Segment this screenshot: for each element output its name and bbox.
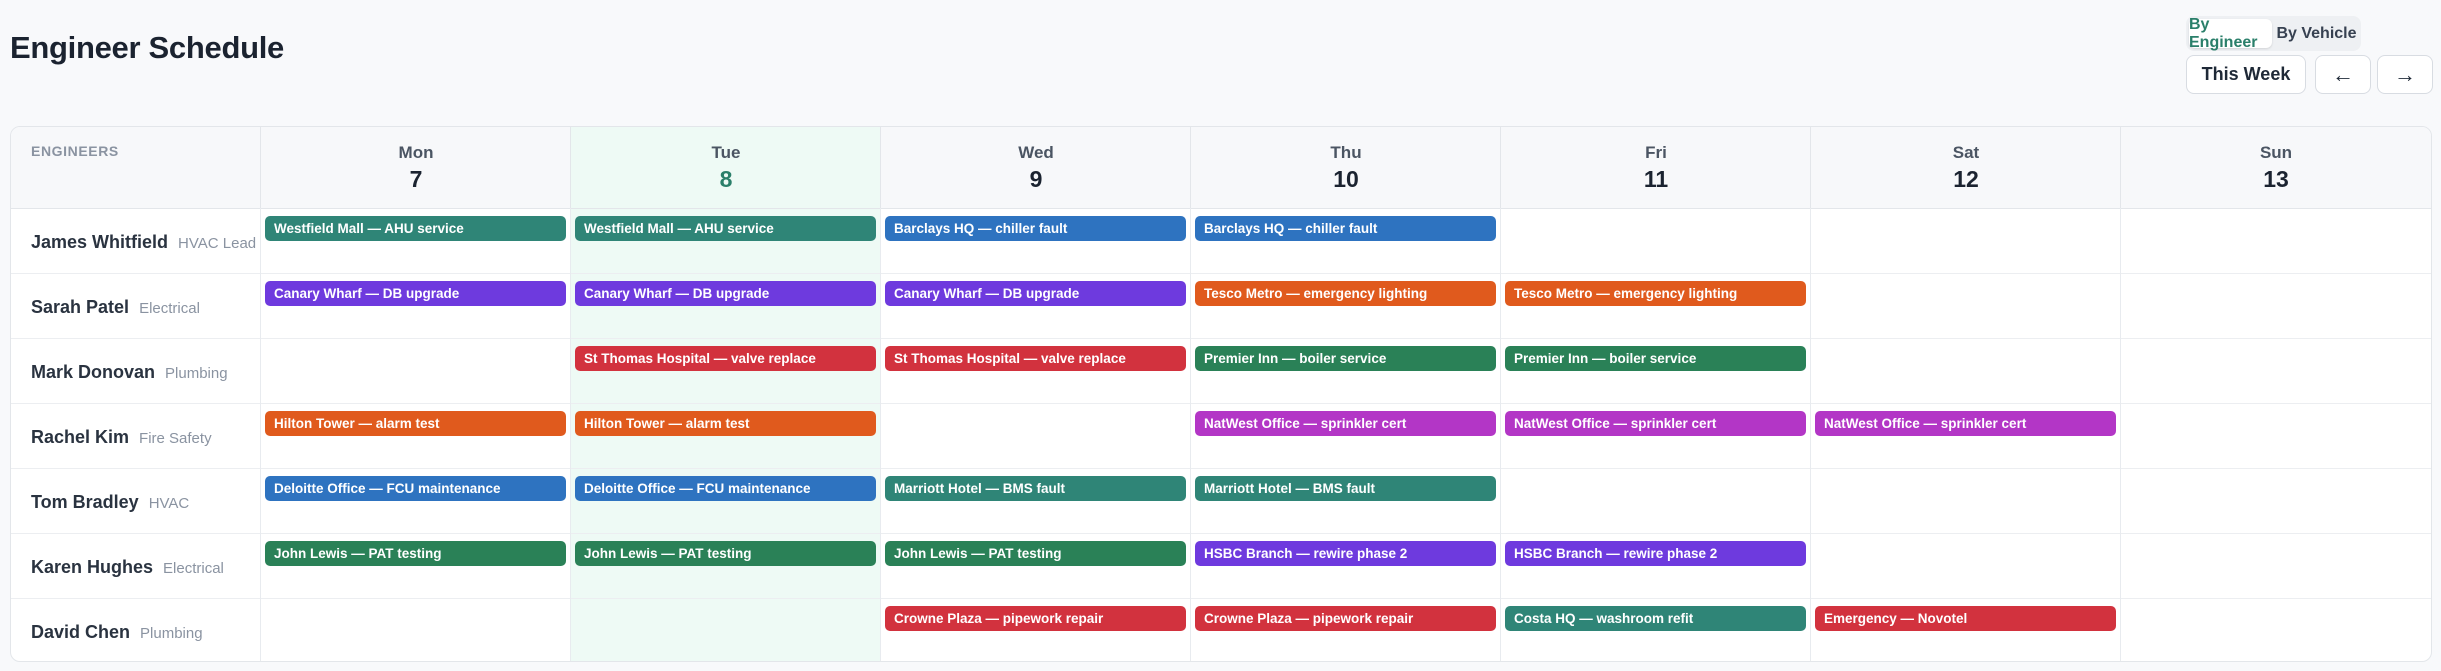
- job-block[interactable]: John Lewis — PAT testing: [885, 541, 1186, 566]
- job-block[interactable]: St Thomas Hospital — valve replace: [575, 346, 876, 371]
- engineer-role: Electrical: [163, 560, 224, 577]
- engineers-column-header: ENGINEERS: [31, 143, 119, 159]
- job-block[interactable]: Canary Wharf — DB upgrade: [885, 281, 1186, 306]
- engineer-name: Mark Donovan: [31, 362, 156, 382]
- next-week-button[interactable]: →: [2377, 55, 2433, 94]
- job-block[interactable]: Canary Wharf — DB upgrade: [575, 281, 876, 306]
- job-block[interactable]: Tesco Metro — emergency lighting: [1195, 281, 1496, 306]
- job-block[interactable]: Marriott Hotel — BMS fault: [885, 476, 1186, 501]
- engineer-name: Karen Hughes: [31, 557, 154, 577]
- job-block[interactable]: Crowne Plaza — pipework repair: [885, 606, 1186, 631]
- day-name: Fri: [1645, 143, 1667, 162]
- engineer-label: Mark Donovan Plumbing: [31, 362, 228, 383]
- this-week-button[interactable]: This Week: [2186, 55, 2306, 94]
- job-block[interactable]: Costa HQ — washroom refit: [1505, 606, 1806, 631]
- column-divider: [1190, 208, 1191, 661]
- engineer-name: Tom Bradley: [31, 492, 139, 512]
- engineer-row: Sarah Patel Electrical Canary Wharf — DB u…: [11, 273, 2431, 339]
- engineer-row: Tom Bradley HVAC Deloitte Office — FCU mai…: [11, 468, 2431, 534]
- engineer-role: Plumbing: [165, 365, 228, 382]
- job-block[interactable]: Premier Inn — boiler service: [1195, 346, 1496, 371]
- engineer-row: Karen Hughes Electrical John Lewis — PAT t…: [11, 533, 2431, 599]
- column-divider: [1810, 208, 1811, 661]
- engineer-role: HVAC: [148, 495, 190, 512]
- engineer-row: Mark Donovan Plumbing St Thomas Hospital —…: [11, 338, 2431, 404]
- engineer-label: Rachel Kim Fire Safety: [31, 427, 212, 448]
- job-block[interactable]: Hilton Tower — alarm test: [575, 411, 876, 436]
- column-divider: [260, 208, 261, 661]
- job-block[interactable]: HSBC Branch — rewire phase 2: [1195, 541, 1496, 566]
- job-block[interactable]: Westfield Mall — AHU service: [265, 216, 566, 241]
- day-date: 12: [1953, 166, 1979, 192]
- engineer-name: Rachel Kim: [31, 427, 130, 447]
- engineer-role: Fire Safety: [139, 430, 212, 447]
- engineer-name: David Chen: [31, 622, 131, 642]
- job-block[interactable]: NatWest Office — sprinkler cert: [1505, 411, 1806, 436]
- job-block[interactable]: NatWest Office — sprinkler cert: [1815, 411, 2116, 436]
- job-block[interactable]: Marriott Hotel — BMS fault: [1195, 476, 1496, 501]
- day-header-mon: Mon 7: [260, 127, 571, 208]
- job-block[interactable]: Canary Wharf — DB upgrade: [265, 281, 566, 306]
- job-block[interactable]: Barclays HQ — chiller fault: [885, 216, 1186, 241]
- view-toggle: By Engineer By Vehicle: [2186, 16, 2361, 51]
- job-block[interactable]: Deloitte Office — FCU maintenance: [265, 476, 566, 501]
- day-header-sat: Sat 12: [1810, 127, 2121, 208]
- day-name: Sat: [1952, 143, 1980, 162]
- day-name: Wed: [1018, 143, 1054, 162]
- previous-week-button[interactable]: ←: [2315, 55, 2371, 94]
- column-divider: [880, 208, 881, 661]
- engineer-label: James Whitfield HVAC Lead: [31, 232, 256, 253]
- engineer-label: Karen Hughes Electrical: [31, 557, 224, 578]
- by-vehicle-tab[interactable]: By Vehicle: [2276, 24, 2357, 42]
- job-block[interactable]: HSBC Branch — rewire phase 2: [1505, 541, 1806, 566]
- page-title: Engineer Schedule: [10, 30, 284, 65]
- engineer-name: Sarah Patel: [31, 297, 130, 317]
- job-block[interactable]: Deloitte Office — FCU maintenance: [575, 476, 876, 501]
- day-date: 7: [409, 166, 423, 192]
- day-date: 8: [719, 166, 733, 192]
- day-header-tue: Tue 8: [570, 127, 881, 208]
- engineer-row: David Chen Plumbing Crowne Plaza — pipewor…: [11, 598, 2431, 661]
- arrow-left-icon: ←: [2332, 61, 2354, 87]
- day-date: 13: [2263, 166, 2289, 192]
- job-block[interactable]: Westfield Mall — AHU service: [575, 216, 876, 241]
- day-name: Thu: [1330, 143, 1362, 162]
- job-block[interactable]: Tesco Metro — emergency lighting: [1505, 281, 1806, 306]
- engineer-label: Sarah Patel Electrical: [31, 297, 200, 318]
- job-block[interactable]: Premier Inn — boiler service: [1505, 346, 1806, 371]
- job-block[interactable]: John Lewis — PAT testing: [575, 541, 876, 566]
- day-header-thu: Thu 10: [1190, 127, 1501, 208]
- day-date: 9: [1029, 166, 1043, 192]
- day-name: Tue: [711, 143, 741, 162]
- day-name: Mon: [398, 143, 434, 162]
- job-block[interactable]: Crowne Plaza — pipework repair: [1195, 606, 1496, 631]
- by-engineer-tab[interactable]: By Engineer: [2189, 16, 2272, 51]
- job-block[interactable]: Hilton Tower — alarm test: [265, 411, 566, 436]
- engineer-role: HVAC Lead: [178, 235, 257, 252]
- day-header-wed: Wed 9: [880, 127, 1191, 208]
- job-block[interactable]: NatWest Office — sprinkler cert: [1195, 411, 1496, 436]
- column-divider: [570, 208, 571, 661]
- engineer-role: Plumbing: [140, 625, 203, 642]
- job-block[interactable]: Barclays HQ — chiller fault: [1195, 216, 1496, 241]
- day-header-sun: Sun 13: [2120, 127, 2431, 208]
- engineer-row: Rachel Kim Fire Safety Hilton Tower — alar…: [11, 403, 2431, 469]
- engineer-row: James Whitfield HVAC Lead Westfield Mall —…: [11, 208, 2431, 274]
- day-date: 10: [1333, 166, 1359, 192]
- column-divider: [1500, 208, 1501, 661]
- column-divider: [2120, 208, 2121, 661]
- engineer-label: Tom Bradley HVAC: [31, 492, 189, 513]
- day-header-fri: Fri 11: [1500, 127, 1811, 208]
- engineer-name: James Whitfield: [31, 232, 169, 252]
- schedule-grid: ENGINEERS Mon 7 Tue 8 Wed 9 Thu 10 Fri 11 Sat 12 Sun…: [10, 126, 2432, 662]
- arrow-right-icon: →: [2394, 61, 2416, 87]
- schedule-header: ENGINEERS Mon 7 Tue 8 Wed 9 Thu 10 Fri 11 Sat 12 Sun…: [11, 127, 2431, 209]
- day-name: Sun: [2259, 143, 2293, 162]
- engineer-label: David Chen Plumbing: [31, 622, 203, 643]
- job-block[interactable]: John Lewis — PAT testing: [265, 541, 566, 566]
- job-block[interactable]: St Thomas Hospital — valve replace: [885, 346, 1186, 371]
- day-date: 11: [1643, 166, 1669, 192]
- engineer-role: Electrical: [139, 300, 200, 317]
- job-block[interactable]: Emergency — Novotel: [1815, 606, 2116, 631]
